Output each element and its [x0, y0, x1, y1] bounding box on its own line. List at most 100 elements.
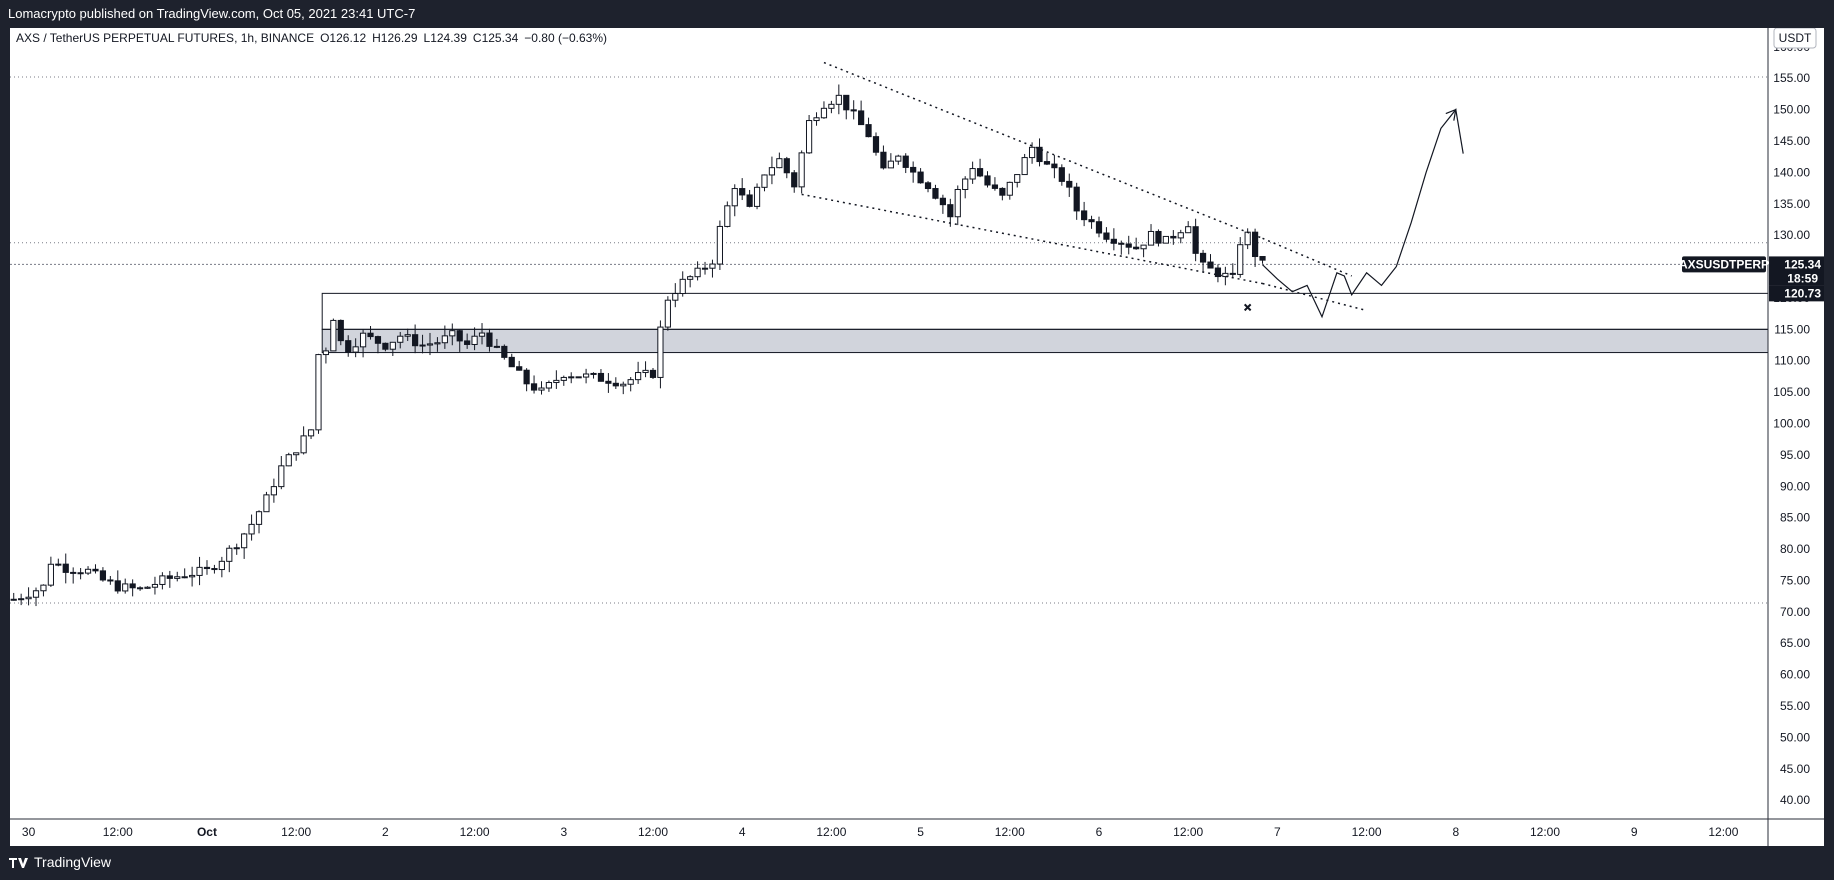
- candle-up: [1140, 244, 1147, 250]
- candle-down: [508, 356, 515, 368]
- candle-up: [218, 560, 225, 571]
- candle-down: [1051, 163, 1058, 169]
- candle-down: [1199, 252, 1207, 263]
- price-tick-label: 60.00: [1780, 668, 1810, 682]
- candle-up: [538, 387, 545, 391]
- candle-down: [1155, 230, 1162, 244]
- time-tick-label: 2: [382, 825, 389, 839]
- candle-down: [991, 184, 999, 189]
- symbol-tag: [1682, 256, 1766, 273]
- candlestick-chart[interactable]: 160.00155.00150.00145.00140.00135.00130.…: [10, 28, 1824, 846]
- time-tick-label: 4: [739, 825, 746, 839]
- candle-up: [716, 225, 723, 265]
- price-axis[interactable]: 160.00155.00150.00145.00140.00135.00130.…: [1773, 40, 1810, 807]
- candle-up: [1162, 235, 1169, 244]
- candle-down: [107, 579, 114, 582]
- candle-down: [1110, 238, 1117, 244]
- candle-up: [1006, 181, 1013, 196]
- candle-down: [984, 175, 991, 186]
- candle-up: [664, 299, 671, 328]
- horizontal-levels: [10, 76, 1768, 604]
- time-axis[interactable]: 30 12:00 Oct 12:00 2 12:00 3 12:00 4 12:00 5 12:00 6…: [22, 825, 1739, 839]
- candle-down: [129, 583, 136, 589]
- published-text: Lomacrypto published on TradingView.com,…: [8, 6, 416, 21]
- time-tick-label: 30: [22, 825, 36, 839]
- candle-up: [471, 335, 478, 345]
- price-tick-label: 150.00: [1773, 103, 1810, 117]
- time-tick-label: 12:00: [103, 825, 133, 839]
- trendline: [1262, 237, 1353, 277]
- candle-down: [211, 568, 218, 571]
- tradingview-footer[interactable]: TradingView: [8, 850, 111, 874]
- candle-down: [181, 576, 188, 579]
- candle-up: [330, 319, 337, 352]
- time-tick-label: 12:00: [1530, 825, 1560, 839]
- price-tick-label: 95.00: [1780, 448, 1810, 462]
- candle-up: [352, 346, 359, 353]
- candle-down: [947, 204, 954, 218]
- candle-down: [880, 151, 887, 169]
- price-tick-label: 70.00: [1780, 605, 1810, 619]
- candle-up: [590, 372, 597, 375]
- candle-down: [382, 342, 389, 350]
- candle-up: [84, 568, 92, 574]
- price-tick-label: 85.00: [1780, 511, 1810, 525]
- time-tick-label: 12:00: [281, 825, 311, 839]
- candle-down: [605, 380, 612, 384]
- candle-down: [902, 155, 909, 168]
- candle-up: [724, 205, 731, 227]
- trendline: [1262, 282, 1367, 312]
- candle-up: [731, 188, 738, 207]
- candle-up: [404, 334, 411, 337]
- candle-down: [374, 336, 382, 344]
- candle-down: [850, 109, 857, 112]
- candle-up: [895, 155, 902, 162]
- candle-up: [189, 574, 196, 578]
- candle-up: [47, 563, 54, 586]
- currency-button[interactable]: [1773, 28, 1817, 49]
- candle-up: [478, 332, 486, 337]
- candle-down: [1229, 272, 1236, 275]
- candle-down: [791, 172, 798, 188]
- chart-panel[interactable]: 160.00155.00150.00145.00140.00135.00130.…: [10, 28, 1824, 846]
- price-tick-label: 105.00: [1773, 385, 1810, 399]
- candle-up: [635, 372, 642, 381]
- candle-up: [709, 263, 716, 269]
- candle-up: [1021, 157, 1028, 176]
- candle-down: [523, 369, 530, 385]
- candle-down: [1170, 235, 1177, 239]
- time-tick-label: 9: [1631, 825, 1638, 839]
- candle-up: [397, 335, 404, 343]
- candle-up: [285, 454, 292, 467]
- published-banner: Lomacrypto published on TradingView.com,…: [8, 0, 415, 28]
- legend-low: L124.39: [424, 31, 468, 45]
- candle-up: [582, 373, 590, 378]
- x-marker-icon: [1243, 303, 1252, 312]
- candle-down: [367, 332, 374, 338]
- candle-up: [568, 376, 575, 379]
- candle-up: [828, 103, 835, 109]
- candle-down: [1103, 232, 1110, 240]
- candle-up: [322, 350, 330, 356]
- candle-down: [1088, 219, 1095, 223]
- candle-up: [293, 452, 300, 456]
- candle-up: [1244, 231, 1251, 246]
- candle-up: [805, 120, 813, 154]
- legend-high: H126.29: [372, 31, 418, 45]
- price-tick-label: 65.00: [1780, 636, 1810, 650]
- candle-up: [32, 590, 40, 598]
- price-tick-label: 55.00: [1780, 699, 1810, 713]
- time-tick-label: 12:00: [460, 825, 490, 839]
- candle-up: [263, 494, 270, 513]
- candle-up: [241, 533, 248, 549]
- price-tick-label: 130.00: [1773, 228, 1810, 242]
- time-tick-label: 8: [1452, 825, 1459, 839]
- time-tick-label: 5: [917, 825, 924, 839]
- price-tick-label: 115.00: [1774, 322, 1810, 336]
- candle-up: [657, 326, 664, 378]
- candle-down: [739, 188, 746, 196]
- candle-down: [649, 369, 657, 378]
- candle-down: [1073, 186, 1080, 212]
- candle-up: [962, 178, 969, 190]
- candle-up: [1177, 232, 1184, 239]
